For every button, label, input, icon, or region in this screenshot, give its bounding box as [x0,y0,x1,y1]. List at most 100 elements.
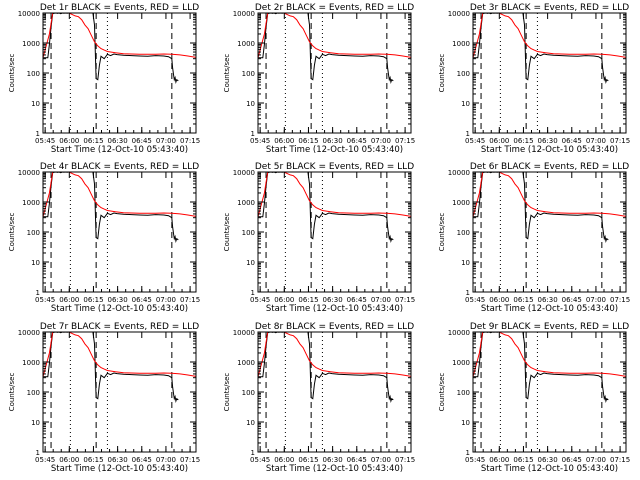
y-tick-label: 10 [31,259,40,267]
y-axis-label: Counts/sec [8,373,16,412]
x-tick-label: 06:45 [347,296,367,304]
y-tick-label: 100 [457,389,470,397]
x-tick-label: 06:00 [59,456,79,464]
y-tick-label: 1000 [452,359,470,367]
chart-panel-2: Det 2r BLACK = Events, RED = LLD 1 10 100 10… [223,3,415,155]
chart-panel-6: Det 6r BLACK = Events, RED = LLD 1 10 100 10… [438,162,630,314]
x-tick-label: 06:15 [83,456,103,464]
x-tick-label: 05:45 [250,456,270,464]
x-tick-label: 06:30 [108,137,128,145]
x-tick-label: 06:30 [538,137,558,145]
series-line-lld [43,13,196,58]
chart-title: Det 3r BLACK = Events, RED = LLD [470,3,629,13]
y-tick-label: 10000 [18,10,40,18]
y-tick-label: 10 [461,419,470,427]
x-axis-label: Start Time (12-Oct-10 05:43:40) [481,464,618,474]
x-tick-label: 07:15 [395,296,415,304]
x-tick-label: 06:30 [323,296,343,304]
series-line-events [258,13,394,84]
x-tick-label: 07:00 [156,456,176,464]
x-tick-label: 06:45 [347,456,367,464]
x-tick-label: 05:45 [250,296,270,304]
y-tick-label: 1000 [452,199,470,207]
x-tick-label: 07:15 [610,296,630,304]
y-tick-label: 1 [36,130,40,138]
x-tick-label: 05:45 [250,137,270,145]
y-tick-label: 10 [461,100,470,108]
x-tick-label: 05:45 [35,456,55,464]
y-axis-label: Counts/sec [223,213,231,252]
x-tick-label: 06:00 [489,296,509,304]
y-tick-label: 100 [27,389,40,397]
y-tick-label: 1 [466,130,470,138]
y-tick-label: 1000 [22,359,40,367]
y-tick-label: 10 [246,259,255,267]
y-axis-label: Counts/sec [8,213,16,252]
x-axis-label: Start Time (12-Oct-10 05:43:40) [51,145,188,155]
x-tick-label: 06:30 [538,456,558,464]
series-line-events [43,332,179,403]
y-tick-label: 10000 [18,329,40,337]
x-tick-label: 07:00 [156,296,176,304]
x-tick-label: 07:00 [586,456,606,464]
chart-panel-9: Det 9r BLACK = Events, RED = LLD 1 10 100 10… [438,322,630,474]
y-tick-label: 10000 [233,329,255,337]
x-tick-label: 06:15 [298,137,318,145]
x-tick-label: 05:45 [465,137,485,145]
series-line-lld [43,172,196,217]
x-tick-label: 07:15 [610,137,630,145]
x-tick-label: 06:45 [132,456,152,464]
chart-title: Det 4r BLACK = Events, RED = LLD [40,162,199,172]
x-tick-label: 06:30 [108,456,128,464]
x-axis-label: Start Time (12-Oct-10 05:43:40) [481,304,618,314]
chart-title: Det 6r BLACK = Events, RED = LLD [470,162,629,172]
x-tick-label: 06:45 [132,296,152,304]
series-line-lld [473,13,626,58]
y-tick-label: 1 [36,449,40,457]
series-line-events [43,172,179,243]
chart-title: Det 1r BLACK = Events, RED = LLD [40,3,199,13]
series-line-lld [258,13,411,58]
y-axis-label: Counts/sec [438,373,446,412]
chart-panel-4: Det 4r BLACK = Events, RED = LLD 1 10 100 10… [8,162,200,314]
x-tick-label: 06:45 [562,137,582,145]
y-tick-label: 10000 [18,169,40,177]
series-line-events [258,172,394,243]
y-tick-label: 1000 [22,40,40,48]
x-tick-label: 06:15 [298,296,318,304]
x-tick-label: 07:00 [371,137,391,145]
chart-title: Det 7r BLACK = Events, RED = LLD [40,322,199,332]
x-tick-label: 07:00 [371,296,391,304]
x-tick-label: 06:00 [274,456,294,464]
x-tick-label: 06:30 [108,296,128,304]
x-tick-label: 05:45 [35,137,55,145]
chart-panel-7: Det 7r BLACK = Events, RED = LLD 1 10 100 10… [8,322,200,474]
x-tick-label: 05:45 [465,296,485,304]
x-tick-label: 06:00 [274,137,294,145]
x-tick-label: 06:15 [513,296,533,304]
y-axis-label: Counts/sec [8,54,16,93]
x-tick-label: 05:45 [465,456,485,464]
x-tick-label: 06:45 [562,456,582,464]
y-axis-label: Counts/sec [438,54,446,93]
y-tick-label: 100 [242,389,255,397]
x-tick-label: 05:45 [35,296,55,304]
y-tick-label: 100 [27,70,40,78]
chart-panel-3: Det 3r BLACK = Events, RED = LLD 1 10 100 10… [438,3,630,155]
y-tick-label: 1000 [452,40,470,48]
x-tick-label: 06:30 [538,296,558,304]
y-tick-label: 10 [246,100,255,108]
y-axis-label: Counts/sec [223,54,231,93]
x-tick-label: 07:15 [180,296,200,304]
y-tick-label: 1 [251,449,255,457]
y-tick-label: 100 [242,229,255,237]
x-tick-label: 07:15 [395,456,415,464]
y-tick-label: 1 [251,130,255,138]
x-tick-label: 06:00 [489,456,509,464]
y-tick-label: 100 [242,70,255,78]
chart-panel-1: Det 1r BLACK = Events, RED = LLD 1 10 100 10… [8,3,200,155]
x-tick-label: 06:00 [274,296,294,304]
x-axis-label: Start Time (12-Oct-10 05:43:40) [51,464,188,474]
y-tick-label: 1000 [237,359,255,367]
x-tick-label: 06:30 [323,137,343,145]
